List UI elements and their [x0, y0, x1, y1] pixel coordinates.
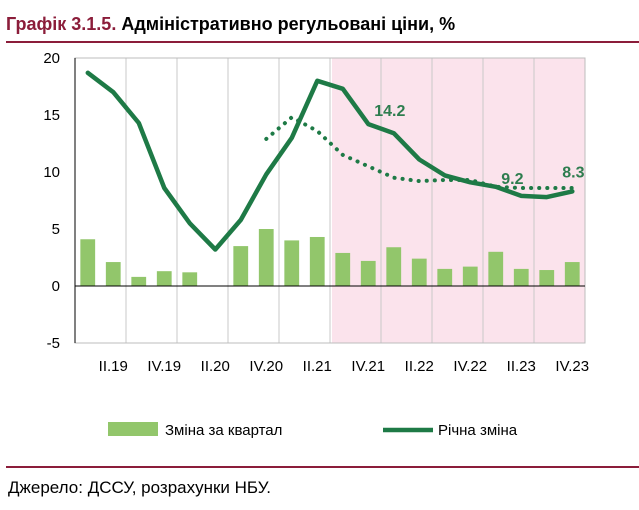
x-tick-label: IV.21: [351, 358, 385, 375]
figure-number: Графік 3.1.5.: [6, 14, 117, 34]
bar-quarterly-change: [335, 252, 351, 286]
chart-title: Графік 3.1.5. Адміністративно регульован…: [6, 14, 455, 35]
title-divider: [6, 41, 639, 43]
x-tick-label: II.23: [507, 358, 536, 375]
y-tick-label: -5: [47, 335, 60, 352]
data-label: 9.2: [501, 171, 523, 188]
x-tick-label: II.19: [99, 358, 128, 375]
chart-svg: 14.2 9.2 8.3 -5 0 5 10 15 20 II.19 IV.19 II.20 IV.2…: [43, 50, 589, 439]
bar-quarterly-change: [411, 258, 427, 286]
y-tick-label: 0: [52, 278, 60, 295]
legend-swatch-bars: [108, 422, 158, 436]
bar-quarterly-change: [131, 276, 147, 286]
bar-quarterly-change: [258, 229, 274, 286]
bar-quarterly-change: [309, 236, 325, 286]
bar-quarterly-change: [105, 262, 121, 286]
y-tick-label: 20: [43, 50, 60, 67]
y-tick-label: 15: [43, 107, 60, 124]
x-tick-label: II.22: [405, 358, 434, 375]
bar-quarterly-change: [488, 251, 504, 286]
legend-label-bars: Зміна за квартал: [165, 422, 282, 439]
bar-quarterly-change: [386, 247, 402, 286]
footer-divider: [6, 466, 639, 468]
bar-quarterly-change: [80, 239, 96, 286]
source-note: Джерело: ДССУ, розрахунки НБУ.: [8, 478, 271, 497]
forecast-band: [332, 58, 585, 343]
legend-label-line: Річна зміна: [438, 422, 518, 439]
bar-quarterly-change: [360, 260, 376, 286]
data-label: 14.2: [374, 103, 405, 120]
bar-quarterly-change: [284, 240, 300, 286]
x-tick-label: IV.19: [147, 358, 181, 375]
x-tick-label: II.20: [201, 358, 230, 375]
line-dotted-scenario: [264, 115, 575, 190]
bar-quarterly-change: [156, 271, 172, 286]
bar-quarterly-change: [182, 272, 198, 286]
bar-quarterly-change: [233, 246, 249, 286]
bar-quarterly-change: [437, 268, 453, 286]
data-label: 8.3: [562, 164, 584, 181]
x-tick-label: IV.22: [453, 358, 487, 375]
x-tick-label: IV.23: [555, 358, 589, 375]
bar-quarterly-change: [462, 266, 478, 286]
bar-quarterly-change: [539, 270, 555, 286]
x-tick-label: IV.20: [249, 358, 283, 375]
y-tick-label: 10: [43, 164, 60, 181]
y-tick-label: 5: [52, 221, 60, 238]
bar-quarterly-change: [564, 262, 580, 286]
bar-quarterly-change: [513, 268, 529, 286]
x-tick-label: II.21: [303, 358, 332, 375]
figure-title: Адміністративно регульовані ціни, %: [121, 14, 456, 34]
